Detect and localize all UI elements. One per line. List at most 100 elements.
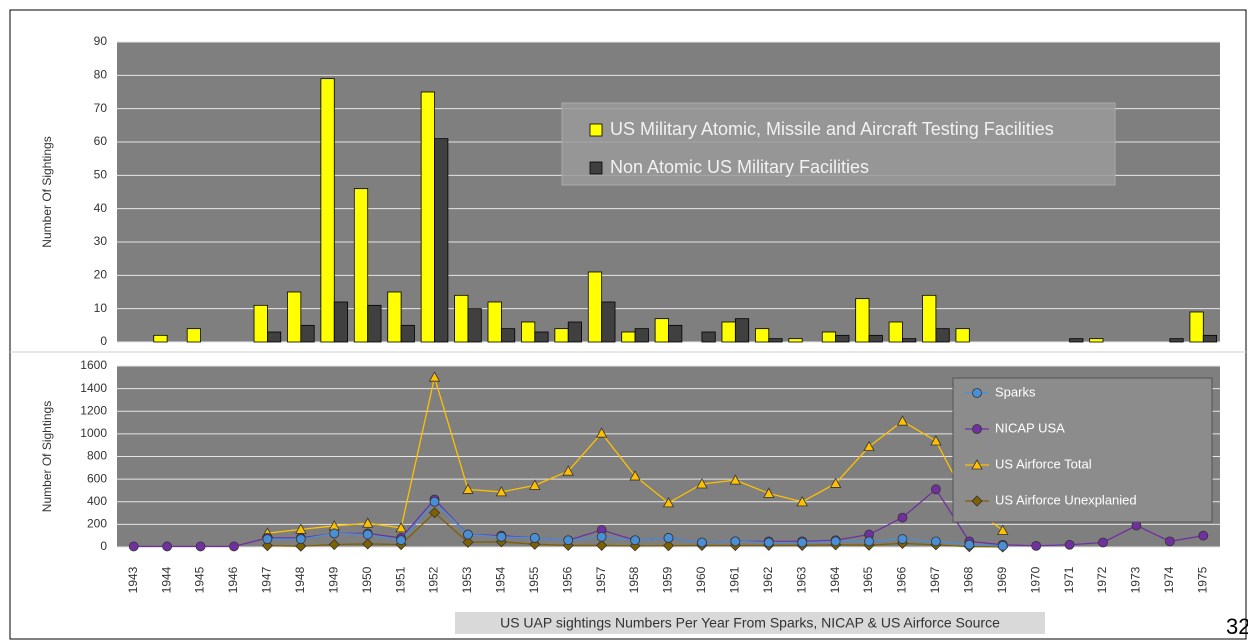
page-number: 32 — [1226, 614, 1248, 639]
legend-label: US Airforce Unexplanied — [995, 492, 1137, 507]
point — [930, 435, 942, 446]
point — [563, 535, 574, 546]
bar — [367, 304, 382, 343]
point — [763, 487, 775, 498]
y-tick-label: 40 — [94, 201, 108, 215]
y-tick-label: 70 — [94, 101, 108, 115]
bar — [300, 324, 315, 343]
x-tick-label: 1971 — [1062, 566, 1076, 593]
x-tick-label: 1975 — [1195, 566, 1209, 593]
point — [262, 534, 273, 544]
x-tick-label: 1965 — [861, 566, 875, 593]
bar — [534, 331, 549, 343]
point — [295, 540, 307, 552]
bar — [721, 321, 736, 343]
caption-box — [455, 612, 1045, 634]
point — [863, 440, 875, 452]
bar — [701, 331, 716, 343]
y-tick-label: 1000 — [80, 426, 107, 440]
point — [997, 540, 1008, 551]
bar — [253, 304, 268, 343]
point — [696, 478, 708, 489]
point — [930, 536, 941, 547]
point — [971, 459, 983, 470]
y-tick-label: 200 — [87, 517, 107, 531]
bar — [755, 328, 770, 343]
x-tick-label: 1959 — [661, 566, 675, 593]
y-tick-label: 1200 — [80, 403, 107, 417]
x-tick-label: 1961 — [728, 566, 742, 593]
legend-box — [561, 102, 1116, 186]
point — [495, 486, 508, 497]
bar — [320, 78, 335, 343]
bar — [1189, 311, 1204, 343]
point — [429, 496, 440, 507]
point — [730, 536, 741, 547]
point — [1031, 540, 1042, 551]
bar — [267, 331, 282, 343]
bar — [1202, 334, 1218, 343]
x-tick-label: 1951 — [393, 566, 407, 593]
point — [1098, 537, 1108, 548]
bar — [567, 321, 582, 343]
point — [830, 536, 841, 547]
point — [729, 474, 742, 485]
point — [462, 536, 474, 548]
point — [662, 540, 675, 552]
point — [972, 424, 982, 434]
bar — [902, 338, 917, 343]
y-axis-label: Number Of Sightings — [40, 136, 54, 247]
point — [229, 541, 239, 552]
point — [329, 528, 340, 539]
point — [395, 522, 407, 533]
x-tick-label: 1955 — [527, 566, 541, 593]
bar — [768, 338, 783, 343]
y-tick-label: 90 — [94, 34, 108, 48]
point — [596, 539, 608, 551]
legend-swatch — [589, 123, 603, 137]
point — [971, 495, 983, 507]
point — [496, 531, 507, 542]
point — [897, 534, 908, 544]
x-tick-label: 1950 — [360, 566, 374, 593]
y-tick-label: 0 — [100, 539, 107, 553]
x-tick-label: 1946 — [226, 566, 240, 593]
point — [595, 427, 608, 438]
point — [629, 470, 641, 481]
y-tick-label: 60 — [94, 134, 108, 148]
bar — [888, 321, 903, 343]
legend-box — [952, 377, 1213, 523]
bar — [855, 298, 870, 343]
bar — [153, 334, 168, 343]
x-tick-label: 1966 — [895, 566, 909, 593]
bar — [467, 308, 482, 343]
point — [630, 535, 640, 546]
bar — [434, 138, 449, 343]
bar — [1169, 338, 1184, 343]
legend-label: US Airforce Total — [995, 456, 1092, 471]
point — [128, 541, 139, 552]
bar — [621, 331, 636, 343]
point — [462, 483, 474, 494]
point — [663, 533, 674, 543]
x-tick-label: 1947 — [260, 566, 274, 593]
bar — [654, 318, 669, 343]
point — [662, 497, 675, 508]
point — [1064, 539, 1075, 550]
point — [362, 538, 374, 550]
bar — [353, 188, 369, 343]
point — [195, 541, 206, 552]
point — [763, 537, 774, 548]
point — [463, 529, 473, 540]
bar — [487, 301, 502, 343]
bar — [835, 334, 850, 343]
point — [396, 535, 407, 546]
y-tick-label: 600 — [87, 471, 107, 485]
bar — [521, 321, 536, 343]
y-tick-label: 1400 — [80, 381, 107, 395]
y-tick-label: 30 — [94, 234, 108, 248]
y-tick-label: 80 — [94, 68, 108, 82]
bar — [935, 328, 950, 343]
x-tick-label: 1968 — [961, 566, 975, 593]
